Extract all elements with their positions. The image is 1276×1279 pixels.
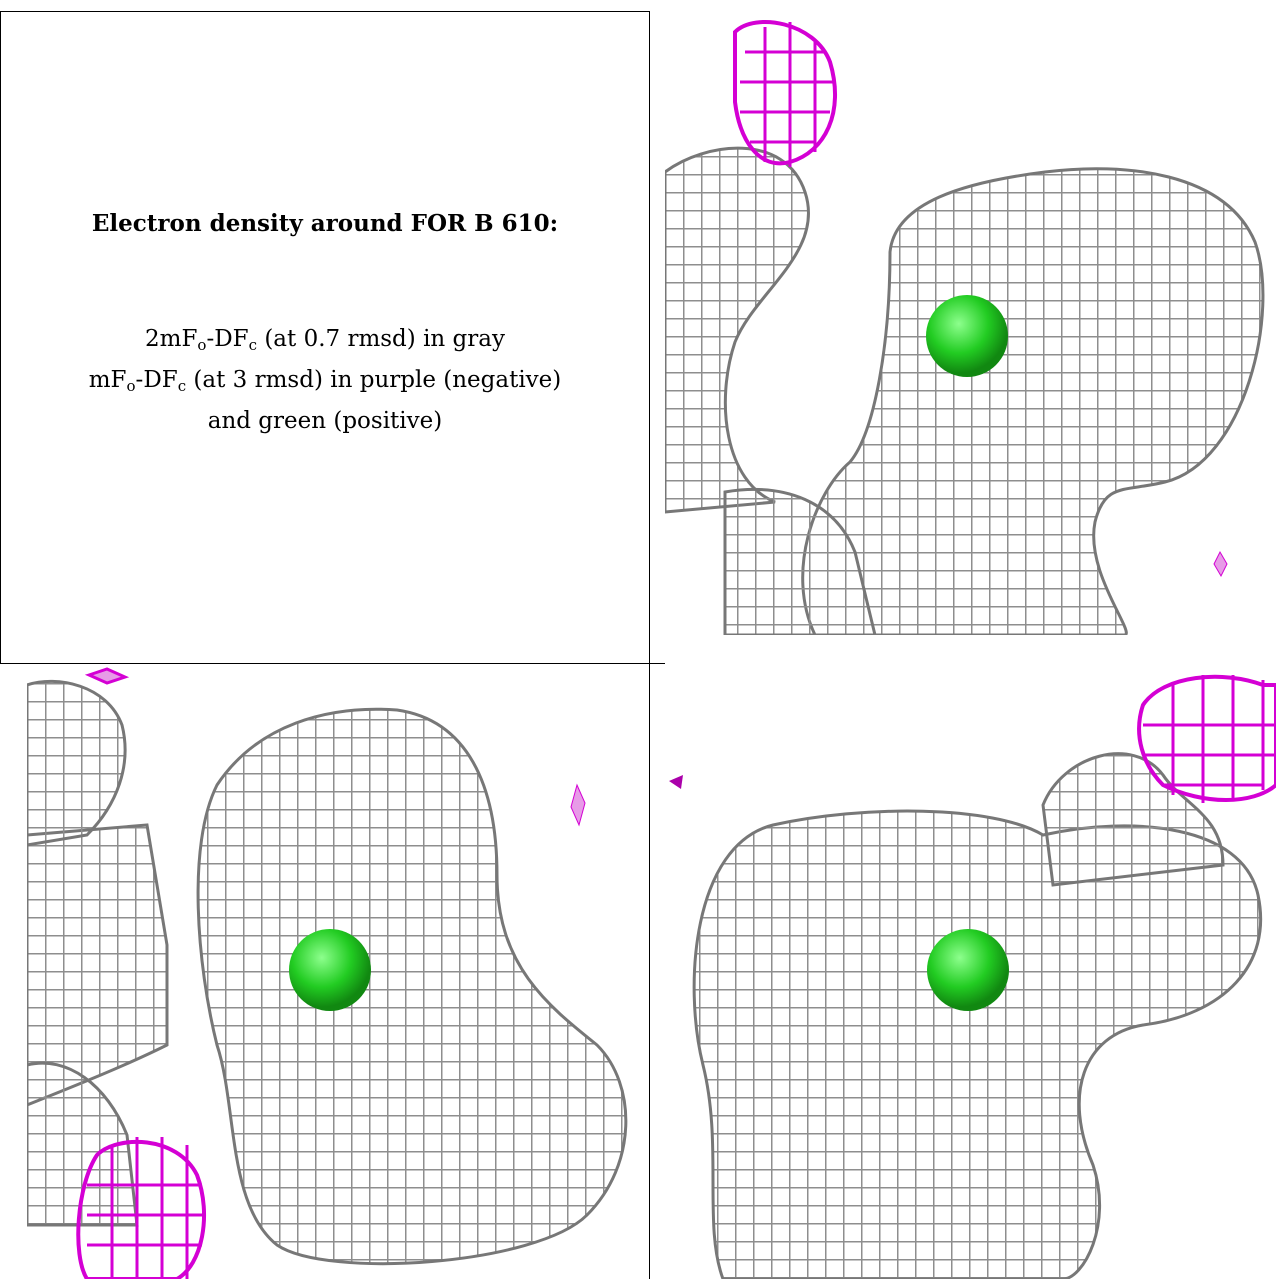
positive-density-ball <box>289 929 371 1011</box>
mesh-blob-main <box>196 707 628 1266</box>
caption-line-fofc: mFo-DFc (at 3 rmsd) in purple (negative) <box>88 367 562 395</box>
grid-middle-line <box>649 11 650 1279</box>
mesh-blob-main <box>692 809 1263 1279</box>
electron-density-mesh-icon <box>665 20 1265 635</box>
negative-density-small <box>669 775 683 789</box>
density-view-3 <box>663 665 1276 1279</box>
mesh-blob-bottom-left <box>723 488 877 635</box>
caption-line-2fofc: 2mFo-DFc (at 0.7 rmsd) in gray <box>145 326 505 354</box>
positive-density-ball <box>926 295 1008 377</box>
caption-title: Electron density around FOR B 610: <box>91 210 559 237</box>
mesh-blob-main <box>801 167 1265 635</box>
caption-body: 2mFo-DFc (at 0.7 rmsd) in gray mFo-DFc (… <box>0 322 650 439</box>
grid-horizontal-line <box>0 663 665 664</box>
mesh-blob-upper-left <box>27 679 127 847</box>
density-view-2 <box>27 665 633 1279</box>
negative-density-blob <box>1137 674 1276 802</box>
negative-density-small-2 <box>570 783 586 827</box>
negative-density-blob <box>76 1139 207 1279</box>
electron-density-mesh-icon <box>669 674 1276 1279</box>
grid-top-line <box>0 11 650 12</box>
negative-density-small <box>84 667 130 685</box>
mesh-blob-upper <box>1041 752 1225 887</box>
mesh-blob-left <box>665 146 811 514</box>
caption-line-positive: and green (positive) <box>207 408 443 434</box>
negative-density-small <box>1213 550 1228 578</box>
density-view-1 <box>665 12 1276 635</box>
negative-density-blob <box>733 20 837 166</box>
grid-left-line <box>0 11 1 663</box>
positive-density-ball <box>927 929 1009 1011</box>
electron-density-mesh-icon <box>27 667 628 1279</box>
